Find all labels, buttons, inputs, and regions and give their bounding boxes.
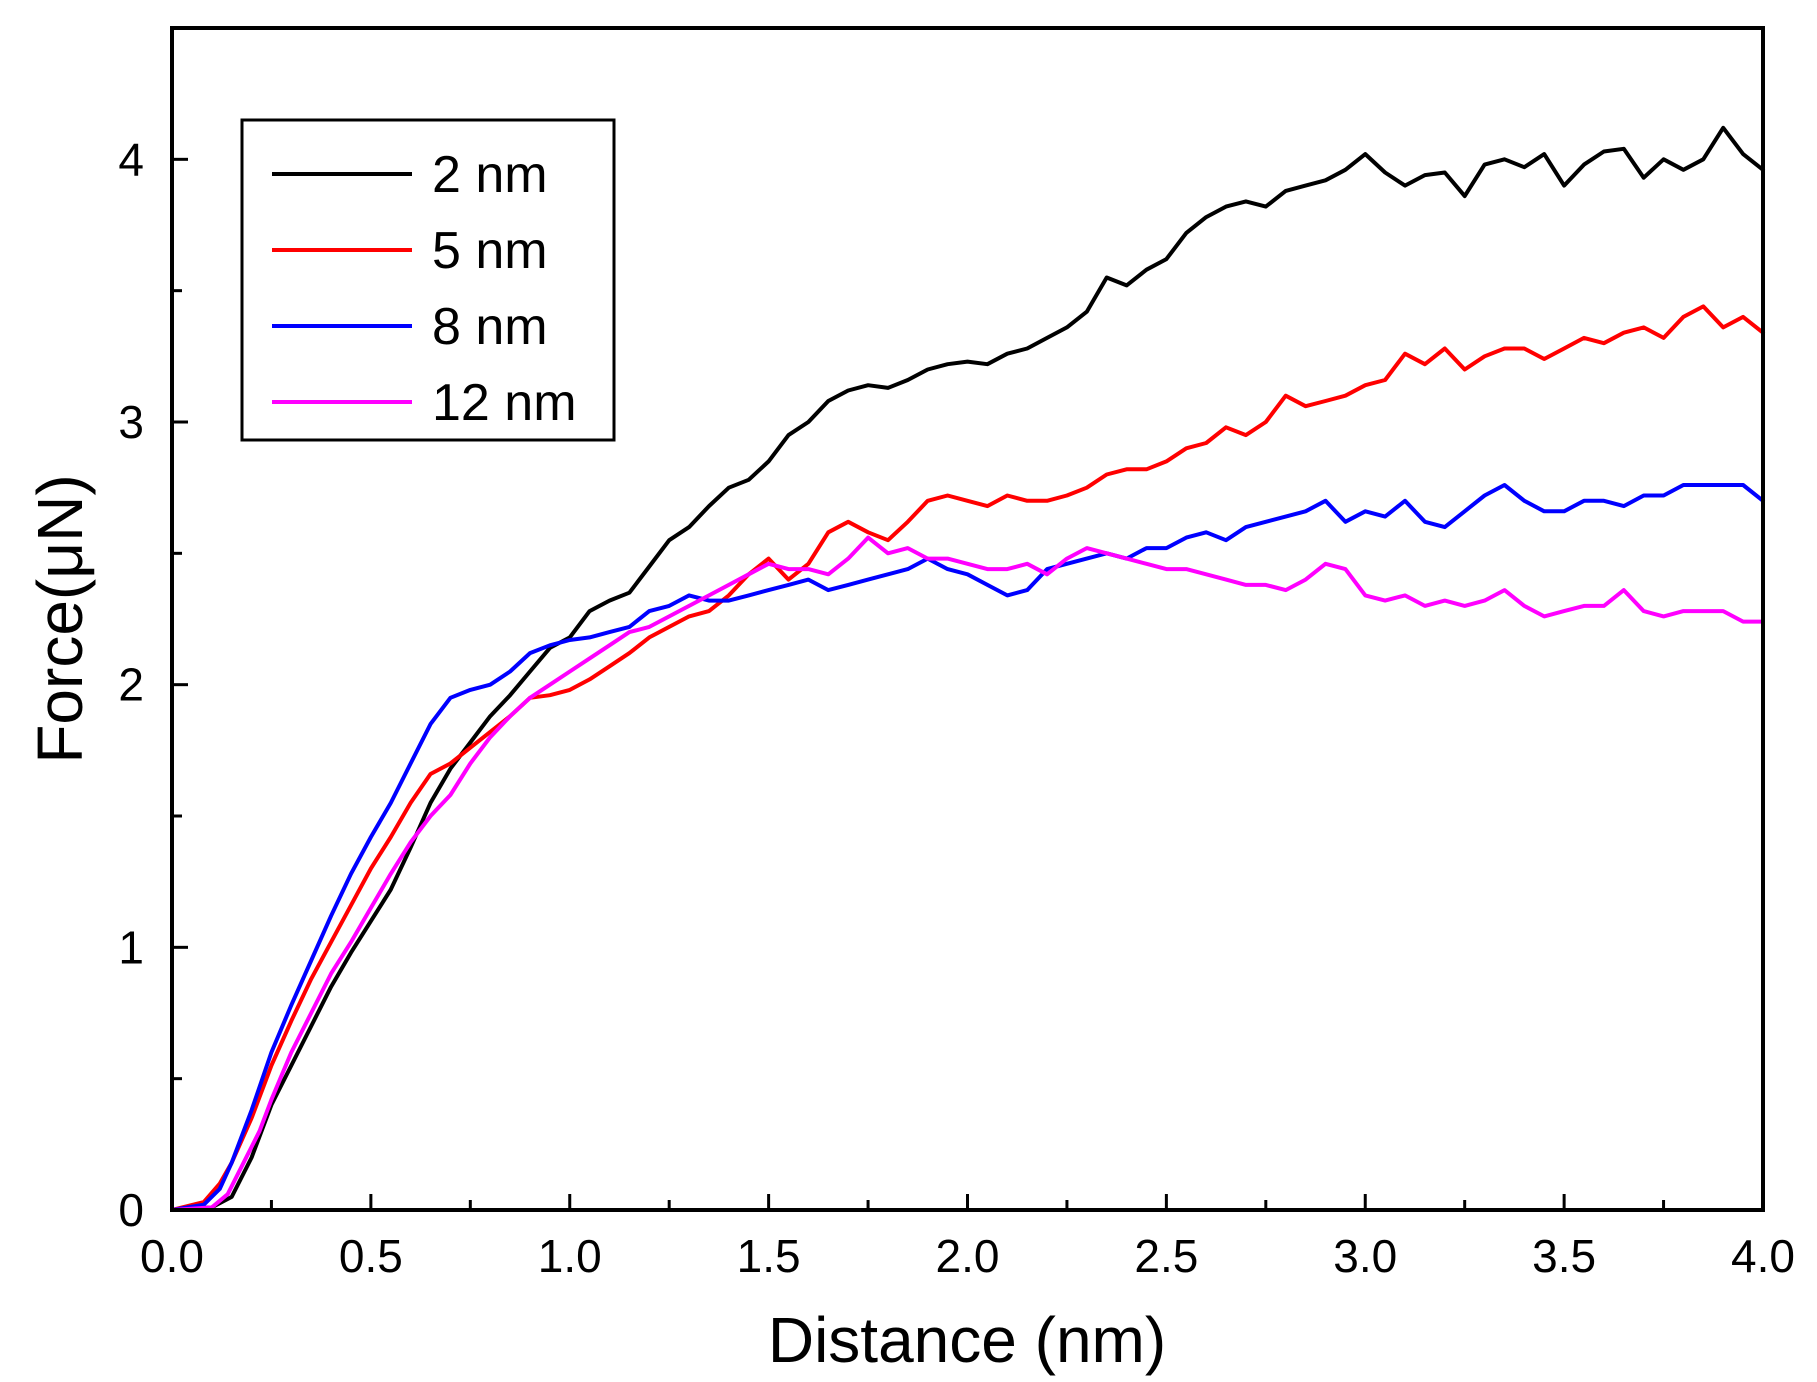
x-tick-label: 0.5	[339, 1230, 403, 1282]
x-tick-label: 2.0	[936, 1230, 1000, 1282]
y-tick-label: 0	[118, 1184, 144, 1236]
x-tick-label: 3.5	[1532, 1230, 1596, 1282]
legend-label: 8 nm	[432, 298, 548, 356]
x-tick-label: 3.0	[1333, 1230, 1397, 1282]
series-line-12-nm	[170, 535, 1765, 1212]
series-line-8-nm	[170, 483, 1765, 1212]
series-line-2-nm	[170, 125, 1765, 1212]
legend-label: 5 nm	[432, 222, 548, 280]
y-tick-label: 3	[118, 396, 144, 448]
y-tick-label: 1	[118, 921, 144, 973]
x-tick-label: 1.5	[737, 1230, 801, 1282]
x-tick-label: 0.0	[140, 1230, 204, 1282]
series-line-5-nm	[170, 304, 1765, 1212]
y-tick-label: 2	[118, 659, 144, 711]
x-tick-label: 2.5	[1134, 1230, 1198, 1282]
y-axis-title: Force(μN)	[24, 474, 96, 763]
legend-label: 12 nm	[432, 374, 577, 432]
x-tick-label: 4.0	[1731, 1230, 1795, 1282]
x-axis-title: Distance (nm)	[768, 1304, 1166, 1376]
legend-label: 2 nm	[432, 146, 548, 204]
legend: 2 nm 5 nm 8 nm 12 nm	[240, 118, 616, 442]
ticks-layer: 0.0 0.5 1.0 1.5 2.0 2.5 3.0 3.5 4.0 0 1 2 3 4	[118, 133, 1795, 1282]
y-tick-label: 4	[118, 133, 144, 185]
x-tick-label: 1.0	[538, 1230, 602, 1282]
series-layer	[170, 125, 1765, 1212]
